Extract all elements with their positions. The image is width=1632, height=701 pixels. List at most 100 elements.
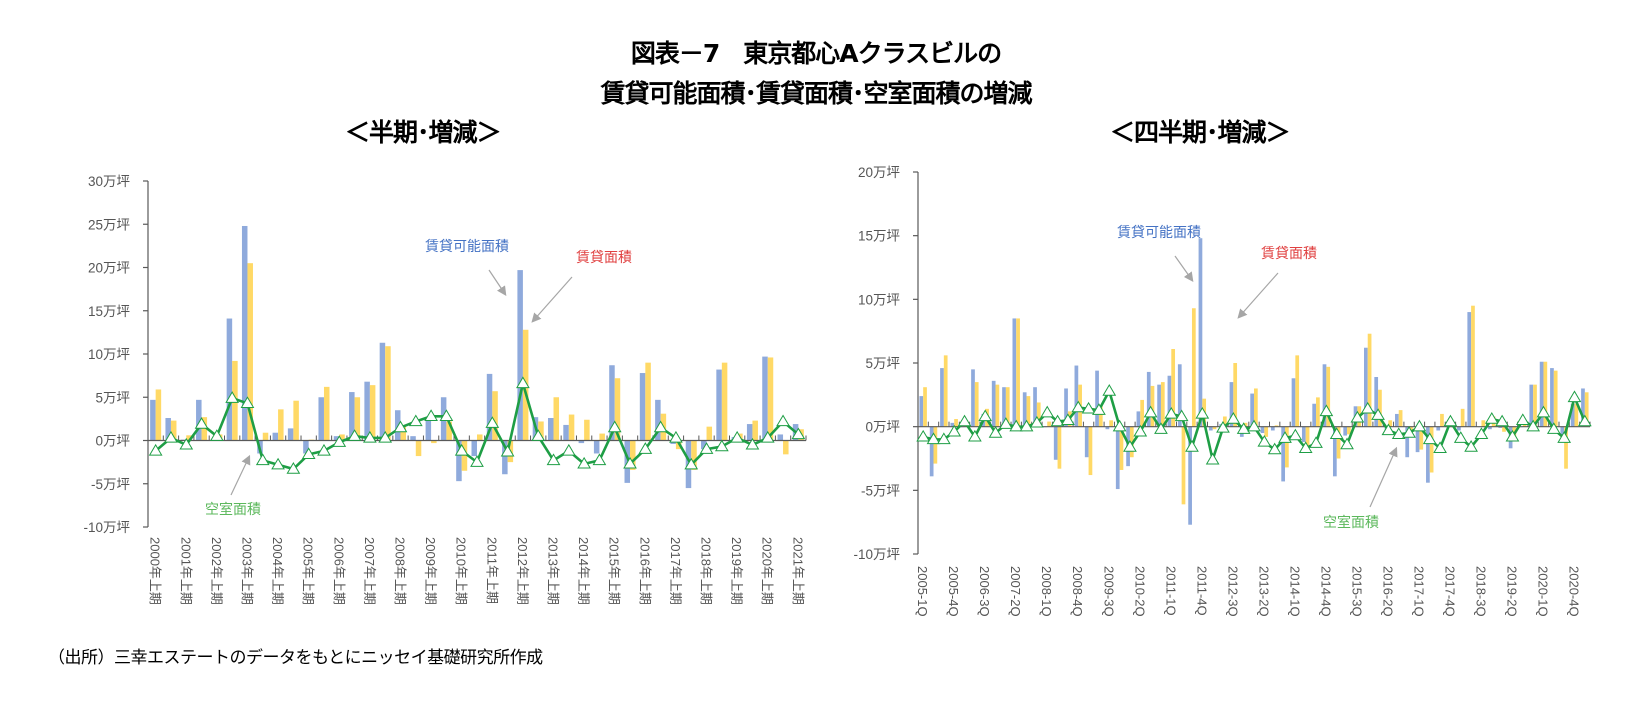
right-bar-leased xyxy=(943,355,948,427)
right-bar-leased xyxy=(1243,422,1248,427)
right-bar-leased xyxy=(1005,387,1010,427)
right-bar-available xyxy=(1374,377,1379,427)
left-bar-leased xyxy=(247,263,253,441)
left-bar-leased xyxy=(415,440,422,457)
right-bar-leased xyxy=(1533,384,1537,427)
right-point-vacant xyxy=(1236,422,1251,434)
right-bar-available xyxy=(1012,318,1017,427)
left-bar-available xyxy=(379,342,386,441)
left-arrow-vacant xyxy=(230,454,251,496)
right-bar-leased xyxy=(1088,426,1093,476)
right-bar-available xyxy=(1457,426,1461,431)
right-bar-leased xyxy=(1057,426,1062,469)
left-bar-available xyxy=(364,381,370,441)
left-bar-available xyxy=(471,440,477,457)
left-point-vacant xyxy=(714,439,729,452)
left-point-vacant xyxy=(561,443,576,456)
left-x-tick-label: 2014年上期 xyxy=(576,537,591,605)
chart-title-line1: 図表－7 東京都心Aクラスビルの xyxy=(630,39,1002,68)
right-bar-available xyxy=(940,368,944,427)
left-point-vacant xyxy=(653,420,668,433)
left-bar-leased xyxy=(645,362,651,441)
left-point-vacant xyxy=(623,456,637,469)
right-bar-leased xyxy=(1295,355,1300,427)
right-bar-available xyxy=(1270,426,1275,431)
left-bar-leased xyxy=(170,420,177,441)
right-bar-available xyxy=(1002,387,1006,427)
right-bar-available xyxy=(1560,426,1565,440)
right-point-vacant xyxy=(957,414,972,427)
right-x-tick-label: 2017-4Q xyxy=(1442,566,1457,617)
right-bar-leased xyxy=(1574,403,1579,427)
left-annot-available: 賃貸可能面積 xyxy=(425,239,509,255)
left-x-tick-label: 2016年上期 xyxy=(637,537,652,605)
left-bar-available xyxy=(716,369,722,441)
left-point-vacant xyxy=(424,409,438,421)
right-point-vacant xyxy=(1040,405,1055,418)
right-bar-available xyxy=(971,369,975,427)
right-bar-available xyxy=(1488,426,1492,430)
left-x-tick-label: 2021年上期 xyxy=(790,537,805,605)
right-point-vacant xyxy=(1226,412,1241,424)
right-point-vacant xyxy=(926,432,941,445)
left-point-vacant xyxy=(730,430,745,443)
right-point-vacant xyxy=(1154,422,1168,434)
right-bar-available xyxy=(1570,403,1575,427)
left-bar-leased xyxy=(323,386,330,441)
right-bar-available xyxy=(1405,426,1410,458)
left-arrow-available xyxy=(488,269,507,296)
left-point-vacant xyxy=(240,396,255,409)
right-bar-available xyxy=(1095,370,1099,427)
right-arrow-available xyxy=(1174,255,1194,282)
right-bar-leased xyxy=(1016,318,1020,427)
right-bar-leased xyxy=(1388,420,1393,427)
left-point-vacant xyxy=(546,453,561,466)
right-point-vacant xyxy=(1464,440,1478,452)
left-y-tick-label: 20万坪 xyxy=(88,261,130,276)
right-point-vacant xyxy=(1350,410,1365,423)
left-point-vacant xyxy=(363,430,377,443)
left-x-tick-label: 2020年上期 xyxy=(760,537,775,605)
right-chart-subtitle: ＜四半期･増減＞ xyxy=(1110,118,1291,147)
right-bar-leased xyxy=(933,426,938,464)
left-bar-leased xyxy=(186,435,192,441)
left-bar-available xyxy=(349,392,355,441)
right-bar-leased xyxy=(1305,426,1310,446)
left-x-tick-label: 2010年上期 xyxy=(454,537,469,605)
right-bar-leased xyxy=(1181,426,1186,505)
left-bar-available xyxy=(578,440,585,444)
right-point-vacant xyxy=(1247,419,1261,432)
left-bar-available xyxy=(150,399,156,441)
right-point-vacant xyxy=(1371,408,1385,420)
right-point-vacant xyxy=(1278,431,1292,443)
left-point-vacant xyxy=(439,409,454,421)
right-bar-leased xyxy=(1212,426,1217,430)
left-bar-available xyxy=(762,356,768,441)
right-bar-leased xyxy=(1150,385,1155,427)
right-bar-available xyxy=(919,396,924,427)
right-bar-leased xyxy=(1274,425,1279,427)
right-bar-leased xyxy=(1098,405,1103,427)
left-bar-available xyxy=(593,440,600,454)
left-bar-available xyxy=(196,399,202,441)
right-bar-leased xyxy=(1264,426,1269,437)
left-point-vacant xyxy=(301,447,316,460)
right-bar-available xyxy=(1177,364,1182,427)
left-bar-leased xyxy=(369,385,376,441)
right-bar-leased xyxy=(1160,382,1165,427)
left-x-tick-label: 2019年上期 xyxy=(729,537,744,605)
right-bar-available xyxy=(1136,411,1141,427)
right-bar-leased xyxy=(1460,408,1465,427)
right-bar-leased xyxy=(1440,413,1444,427)
right-bar-available xyxy=(1260,426,1265,434)
right-x-tick-label: 2017-1Q xyxy=(1411,566,1426,617)
left-bar-leased xyxy=(721,362,728,441)
right-x-tick-label: 2011-1Q xyxy=(1163,566,1178,616)
left-x-tick-label: 2002年上期 xyxy=(209,537,224,605)
right-bar-available xyxy=(1115,426,1120,490)
right-bar-available xyxy=(1188,426,1192,525)
right-annot-leased: 賃貸面積 xyxy=(1261,246,1317,262)
left-bar-leased xyxy=(400,424,406,441)
right-bar-available xyxy=(1364,347,1368,427)
right-bar-leased xyxy=(1553,370,1558,427)
